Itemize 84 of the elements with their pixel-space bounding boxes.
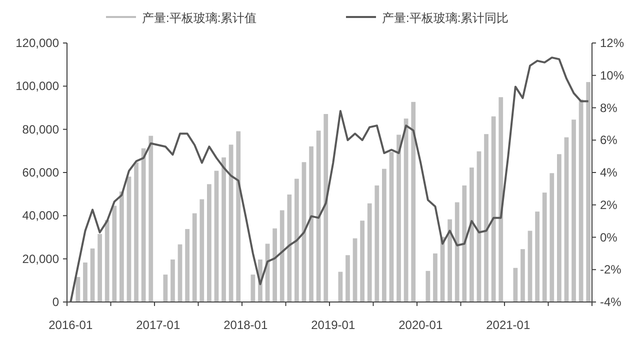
y-tick-label: 0: [52, 295, 60, 309]
bar: [433, 253, 438, 302]
bar: [141, 148, 146, 302]
bar: [535, 212, 540, 302]
y2-tick-label: -2%: [600, 262, 622, 277]
x-tick-label: 2019-01: [311, 318, 356, 332]
bar: [316, 130, 321, 302]
y-tick-label: 20,000: [22, 252, 60, 266]
bar: [426, 270, 430, 302]
bar: [222, 157, 226, 302]
bar: [374, 185, 380, 302]
x-tick-label: 2021-01: [486, 318, 530, 332]
y-tick-label: 120,000: [16, 36, 60, 50]
bar: [528, 230, 532, 302]
bar: [126, 176, 132, 302]
bar: [185, 229, 190, 302]
x-tick-label: 2017-01: [136, 318, 180, 332]
bar: [454, 202, 460, 302]
y2-tick-label: 2%: [600, 198, 618, 212]
bar: [192, 213, 197, 302]
legend-label: 产量:平板玻璃:累计同比: [382, 11, 509, 25]
y-tick-label: 80,000: [22, 122, 60, 136]
bar: [287, 194, 292, 302]
bar: [513, 268, 518, 302]
bar: [83, 262, 88, 302]
bar: [411, 102, 416, 302]
bar: [309, 146, 314, 302]
bar: [228, 144, 234, 302]
bar: [178, 244, 182, 302]
bar: [564, 137, 569, 302]
bar: [272, 228, 277, 302]
bar: [404, 118, 408, 302]
bar: [148, 136, 154, 302]
bar: [462, 185, 467, 302]
bar: [280, 210, 284, 302]
bar: [578, 100, 584, 302]
x-tick-label: 2016-01: [48, 318, 93, 332]
bar: [104, 220, 110, 302]
bar: [360, 220, 364, 302]
bar: [542, 192, 547, 302]
bar: [550, 173, 554, 302]
x-tick-label: 2018-01: [224, 318, 268, 332]
y-tick-label: 60,000: [22, 166, 60, 180]
bar: [98, 234, 102, 302]
y2-tick-label: 6%: [600, 133, 618, 148]
bar: [163, 274, 168, 302]
bar: [491, 116, 496, 302]
bar: [200, 199, 204, 302]
x-tick-label: 2020-01: [398, 318, 443, 332]
bar: [170, 259, 175, 302]
bar: [586, 82, 591, 302]
y-tick-label: 100,000: [16, 79, 60, 94]
bar: [498, 97, 504, 302]
bar: [236, 131, 241, 302]
bar: [470, 168, 474, 302]
y2-tick-label: 8%: [600, 100, 618, 115]
bar: [367, 203, 372, 302]
bar: [396, 134, 401, 302]
bar: [294, 178, 299, 302]
bar: [324, 114, 328, 302]
bar: [520, 249, 525, 302]
bar: [90, 248, 95, 302]
bar: [389, 152, 394, 302]
y2-tick-label: -4%: [600, 295, 622, 309]
bar: [572, 120, 576, 302]
line-series: [70, 56, 590, 303]
bar: [250, 274, 256, 302]
bar: [484, 134, 488, 302]
bar: [112, 206, 117, 302]
y2-tick-label: 12%: [600, 36, 624, 50]
bar: [557, 154, 562, 302]
bar: [346, 255, 350, 302]
bar: [352, 238, 358, 302]
y-tick-label: 40,000: [22, 208, 60, 223]
bar: [120, 191, 124, 302]
y2-tick-label: 4%: [600, 166, 618, 180]
y2-tick-label: 0%: [600, 230, 618, 244]
bar: [448, 219, 452, 302]
bar: [207, 184, 212, 302]
bar: [214, 170, 219, 302]
bar: [382, 168, 386, 302]
legend-label: 产量:平板玻璃:累计值: [142, 11, 257, 25]
y2-tick-label: 10%: [600, 68, 624, 82]
bar: [134, 162, 138, 302]
